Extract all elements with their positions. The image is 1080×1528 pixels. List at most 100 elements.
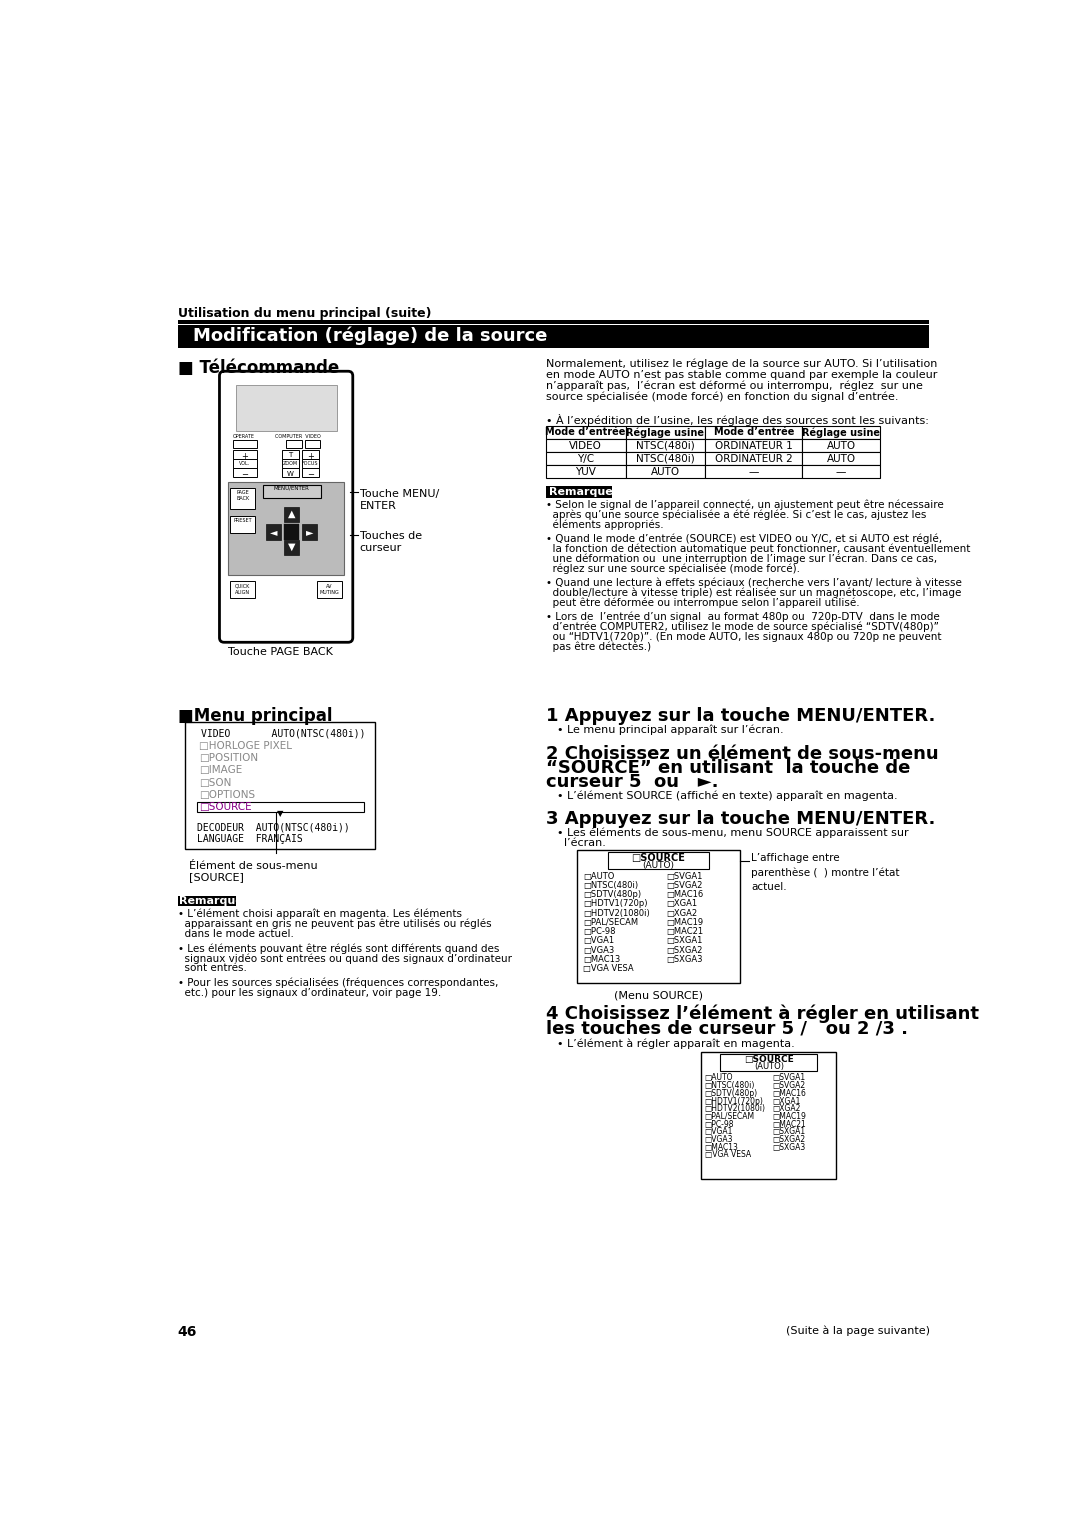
Text: • Selon le signal de l’appareil connecté, un ajustement peut être nécessaire: • Selon le signal de l’appareil connecté…: [545, 500, 944, 510]
Text: □NTSC(480i): □NTSC(480i): [583, 882, 638, 889]
Bar: [625, 452, 705, 465]
Text: □PAL/SECAM: □PAL/SECAM: [704, 1112, 755, 1122]
Text: ◄: ◄: [270, 527, 278, 536]
Text: □MAC16: □MAC16: [772, 1089, 806, 1099]
Bar: [545, 439, 625, 452]
Text: la fonction de détection automatique peut fonctionner, causant éventuellement: la fonction de détection automatique peu…: [545, 544, 970, 555]
Bar: [230, 516, 255, 533]
Text: □MAC21: □MAC21: [666, 927, 703, 937]
Bar: [545, 486, 611, 498]
Text: □OPTIONS: □OPTIONS: [200, 790, 256, 801]
Bar: [608, 853, 708, 869]
Bar: [318, 582, 342, 599]
Text: □VGA VESA: □VGA VESA: [704, 1151, 751, 1160]
Bar: [282, 468, 299, 477]
Bar: [705, 439, 802, 452]
Text: □VGA1: □VGA1: [704, 1128, 733, 1137]
Bar: [186, 723, 375, 850]
Text: ▼: ▼: [287, 542, 295, 552]
Text: • À l’expédition de l’usine, les réglage des sources sont les suivants:: • À l’expédition de l’usine, les réglage…: [545, 414, 929, 426]
Text: □SDTV(480p): □SDTV(480p): [704, 1089, 758, 1099]
Text: Remarques: Remarques: [179, 897, 249, 906]
Text: COMPUTER  VIDEO: COMPUTER VIDEO: [275, 434, 321, 440]
Bar: [235, 385, 337, 431]
Text: □HORLOGE PIXEL: □HORLOGE PIXEL: [200, 741, 293, 750]
Text: □POSITION: □POSITION: [200, 753, 258, 762]
Text: d’entrée COMPUTER2, utilisez le mode de source spécialisé “SDTV(480p)”: d’entrée COMPUTER2, utilisez le mode de …: [545, 622, 939, 633]
Text: +: +: [307, 452, 313, 461]
Bar: [545, 426, 625, 439]
Text: ▲: ▲: [287, 509, 295, 520]
Bar: [230, 487, 255, 509]
Bar: [284, 507, 299, 523]
Text: PAGE
BACK: PAGE BACK: [237, 490, 249, 501]
Text: QUICK
ALIGN: QUICK ALIGN: [235, 584, 251, 594]
Bar: [705, 465, 802, 478]
Text: □SVGA2: □SVGA2: [772, 1082, 806, 1089]
Bar: [282, 449, 299, 458]
Text: □HDTV2(1080i): □HDTV2(1080i): [704, 1105, 766, 1114]
Bar: [302, 468, 320, 477]
Text: dans le mode actuel.: dans le mode actuel.: [177, 929, 294, 938]
Text: □SVGA1: □SVGA1: [666, 872, 702, 880]
FancyBboxPatch shape: [219, 371, 353, 642]
Bar: [577, 850, 740, 983]
Text: sont entrés.: sont entrés.: [177, 963, 246, 973]
Bar: [802, 465, 880, 478]
Text: −: −: [241, 471, 247, 480]
Text: FOCUS: FOCUS: [302, 461, 319, 466]
Text: Remarques: Remarques: [549, 487, 619, 497]
Text: • Pour les sources spécialisées (fréquences correspondantes,: • Pour les sources spécialisées (fréquen…: [177, 978, 498, 989]
Text: −: −: [307, 471, 313, 480]
Bar: [177, 325, 930, 348]
Bar: [625, 426, 705, 439]
Text: après qu’une source spécialisée a été réglée. Si c’est le cas, ajustez les: après qu’une source spécialisée a été ré…: [545, 510, 927, 521]
Bar: [802, 426, 880, 439]
Text: (AUTO): (AUTO): [754, 1062, 784, 1071]
Text: □HDTV1(720p): □HDTV1(720p): [583, 900, 647, 909]
Text: AV
MUTING: AV MUTING: [320, 584, 339, 594]
Text: etc.) pour les signaux d’ordinateur, voir page 19.: etc.) pour les signaux d’ordinateur, voi…: [177, 989, 441, 998]
Text: W: W: [286, 471, 294, 477]
Text: □XGA2: □XGA2: [666, 909, 697, 918]
Text: □MAC16: □MAC16: [666, 891, 703, 898]
Text: ORDINATEUR 1: ORDINATEUR 1: [715, 440, 793, 451]
Text: Réglage usine: Réglage usine: [626, 428, 704, 439]
Text: □SVGA1: □SVGA1: [772, 1074, 806, 1082]
Text: ■Menu principal: ■Menu principal: [177, 707, 333, 724]
Text: +: +: [241, 452, 247, 461]
Text: • L’élément SOURCE (affiché en texte) apparaît en magenta.: • L’élément SOURCE (affiché en texte) ap…: [557, 792, 897, 801]
Text: □SXGA3: □SXGA3: [666, 955, 702, 964]
Text: ■ Télécommande: ■ Télécommande: [177, 359, 339, 377]
Bar: [301, 524, 318, 539]
Text: apparaissant en gris ne peuvent pas être utilisés ou réglés: apparaissant en gris ne peuvent pas être…: [177, 918, 491, 929]
Text: VOL.: VOL.: [239, 461, 249, 466]
Text: L’affichage entre
parenthèse (  ) montre l’état
actuel.: L’affichage entre parenthèse ( ) montre …: [751, 853, 900, 892]
Text: 46: 46: [177, 1325, 197, 1339]
Text: ORDINATEUR 2: ORDINATEUR 2: [715, 454, 793, 463]
Text: 4 Choisissez l’élément à régler en utilisant: 4 Choisissez l’élément à régler en utili…: [545, 1004, 978, 1022]
Text: □VGA3: □VGA3: [583, 946, 615, 955]
Text: □VGA3: □VGA3: [704, 1135, 733, 1144]
Bar: [228, 483, 345, 575]
Bar: [266, 524, 282, 539]
Text: • Le menu principal apparaît sur l’écran.: • Le menu principal apparaît sur l’écran…: [557, 724, 784, 735]
Bar: [302, 449, 320, 458]
Text: □PC-98: □PC-98: [583, 927, 616, 937]
Text: Modification (réglage) de la source: Modification (réglage) de la source: [193, 327, 548, 345]
Text: PRESET: PRESET: [233, 518, 252, 523]
Text: 1 Appuyez sur la touche MENU/ENTER.: 1 Appuyez sur la touche MENU/ENTER.: [545, 707, 935, 724]
Text: Élément de sous-menu
[SOURCE]: Élément de sous-menu [SOURCE]: [189, 860, 318, 883]
Bar: [233, 468, 257, 477]
Bar: [233, 449, 257, 458]
Text: □SOURCE: □SOURCE: [631, 853, 685, 863]
Text: □AUTO: □AUTO: [583, 872, 615, 880]
Bar: [284, 539, 299, 555]
Text: □SXGA2: □SXGA2: [772, 1135, 806, 1144]
Text: Touche MENU/
ENTER: Touche MENU/ ENTER: [360, 489, 438, 510]
Text: • Lors de  l’entrée d’un signal  au format 480p ou  720p-DTV  dans le mode: • Lors de l’entrée d’un signal au format…: [545, 611, 940, 622]
Text: □SXGA2: □SXGA2: [666, 946, 702, 955]
Bar: [284, 524, 299, 539]
Text: □MAC21: □MAC21: [772, 1120, 806, 1129]
Text: en mode AUTO n’est pas stable comme quand par exemple la couleur: en mode AUTO n’est pas stable comme quan…: [545, 370, 937, 379]
